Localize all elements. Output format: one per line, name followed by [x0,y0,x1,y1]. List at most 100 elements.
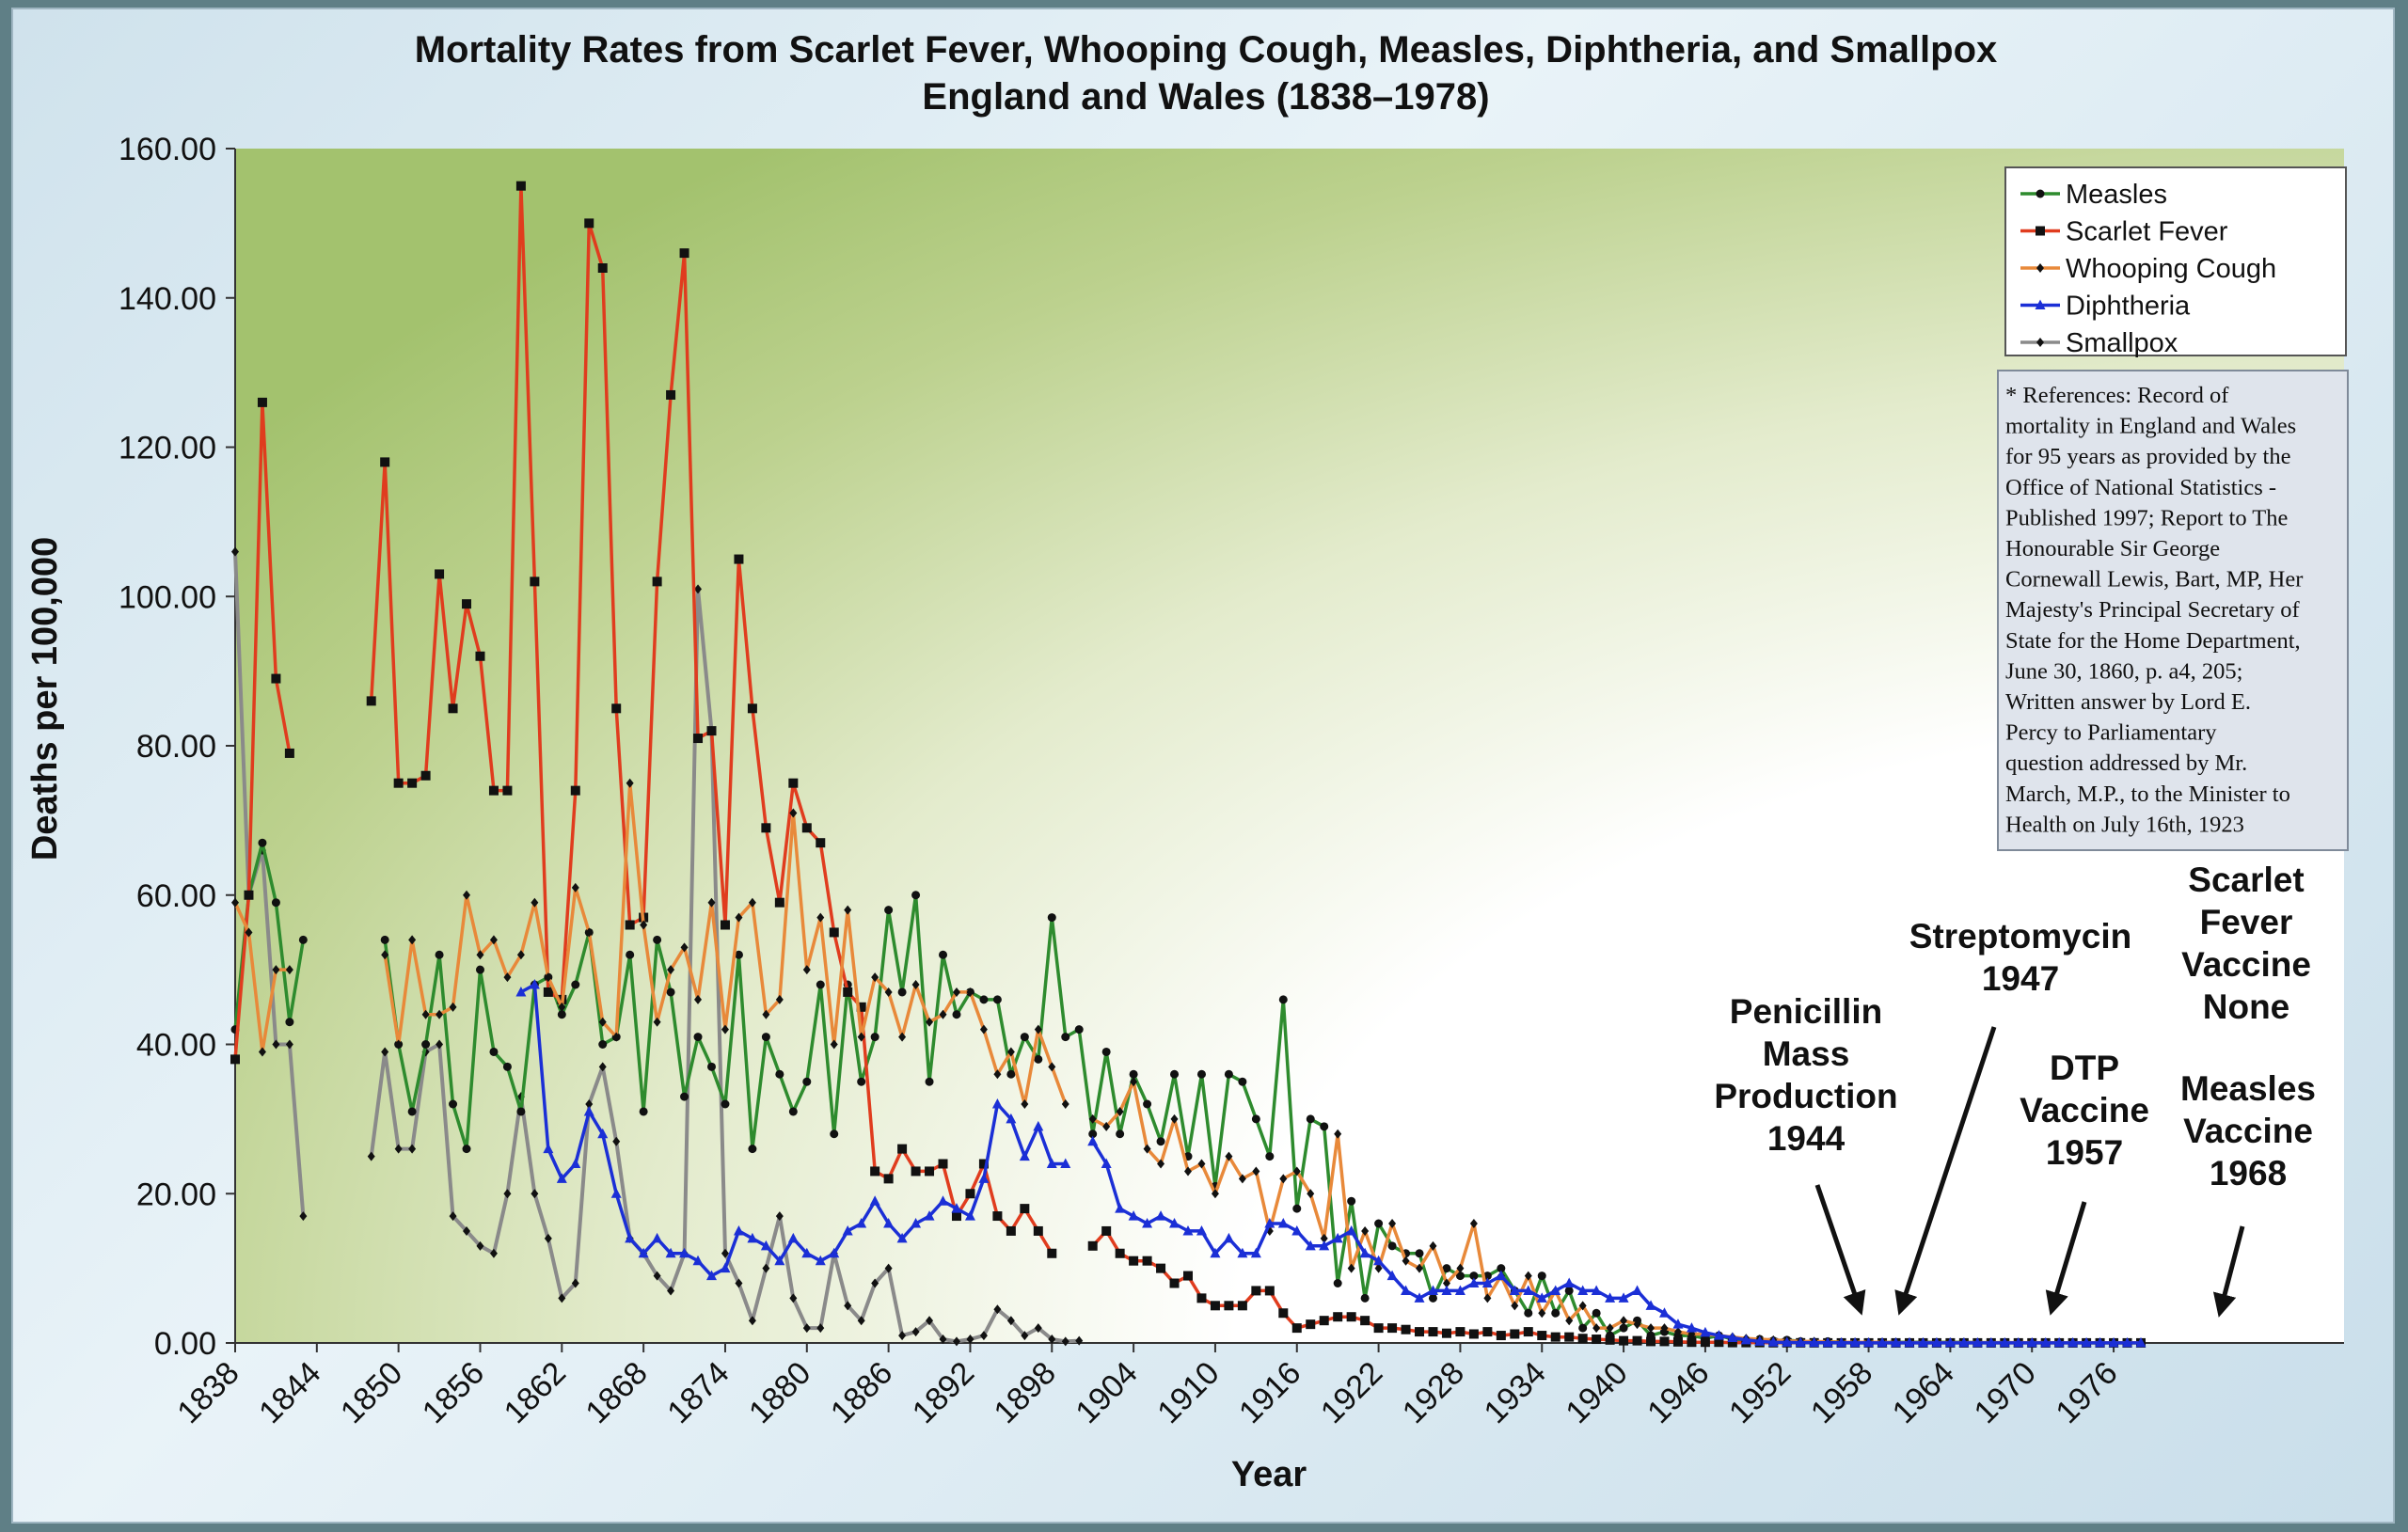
data-point-measles [734,950,743,959]
data-point-whooping-cough [1456,1263,1465,1273]
data-point-measles [1442,1264,1451,1273]
data-point-measles [653,935,662,944]
x-tick-label: 1928 [1396,1355,1471,1430]
data-point-measles [1374,1219,1384,1228]
data-point-smallpox [381,1047,389,1057]
data-point-smallpox [993,1304,1002,1315]
data-point-diphtheria [1822,1336,1833,1348]
data-point-measles [489,1047,499,1056]
data-point-measles [598,1040,608,1049]
data-point-scarlet-fever [652,576,662,587]
data-point-whooping-cough [1469,1219,1478,1228]
data-point-whooping-cough [598,1017,607,1027]
data-point-smallpox [463,1225,471,1236]
data-point-smallpox [789,1293,798,1303]
data-point-smallpox [979,1331,988,1341]
legend-label-whooping-cough: Whooping Cough [2066,254,2276,284]
y-axis-ticks: 0.00 20.00 40.00 60.00 80.00 100.00 120.00 140.… [119,132,235,1362]
data-point-scarlet-fever [801,823,812,833]
data-point-whooping-cough [1130,1077,1138,1087]
data-point-scarlet-fever [1510,1329,1520,1339]
data-point-smallpox [898,1331,907,1341]
data-point-diphtheria [1210,1247,1221,1258]
data-point-whooping-cough [694,994,703,1004]
data-point-diphtheria [1196,1224,1207,1236]
data-point-diphtheria [1550,1285,1561,1295]
data-point-whooping-cough [489,935,498,945]
data-point-scarlet-fever [584,218,594,229]
data-point-scarlet-fever [965,1189,975,1199]
annotation-dtp: DTP Vaccine 1957 [2020,1049,2149,1316]
series-smallpox [231,546,1084,1347]
data-point-whooping-cough [558,1002,566,1012]
data-point-diphtheria [2135,1336,2147,1348]
y-tick-label: 160.00 [119,132,216,167]
data-point-measles [475,965,484,974]
data-point-measles [1101,1047,1111,1056]
data-point-diphtheria [1346,1224,1357,1236]
data-point-diphtheria [2013,1336,2024,1348]
data-point-measles [1333,1279,1342,1287]
data-point-diphtheria [1795,1336,1806,1348]
data-point-diphtheria [815,1255,826,1266]
x-tick-label: 1946 [1640,1355,1716,1430]
data-point-measles [1170,1069,1180,1079]
data-point-diphtheria [1087,1135,1099,1146]
legend-box [2004,166,2347,356]
data-point-whooping-cough [1374,1263,1383,1273]
data-point-scarlet-fever [530,576,540,587]
data-point-measles [271,898,280,908]
data-point-whooping-cough [830,1039,838,1050]
legend-marker-whooping-cough [2036,263,2044,273]
data-point-measles [1034,1054,1043,1064]
annotation-text: Streptomycin [1909,917,2131,956]
data-point-diphtheria [1481,1277,1493,1287]
data-point-smallpox [503,1189,512,1199]
data-point-diphtheria [665,1247,676,1258]
data-point-whooping-cough [1292,1166,1301,1177]
data-point-measles [1292,1204,1302,1213]
data-point-scarlet-fever [625,920,635,930]
data-point-whooping-cough [449,1002,457,1012]
data-point-scarlet-fever [1646,1336,1656,1347]
annotation-text: Vaccine [2181,945,2311,984]
x-tick-label: 1952 [1722,1355,1798,1430]
data-point-scarlet-fever [1346,1312,1356,1322]
data-point-diphtheria [556,1173,567,1183]
y-tick-label: 20.00 [136,1177,216,1212]
data-point-measles [1251,1114,1260,1124]
data-point-whooping-cough [394,1039,403,1050]
data-point-scarlet-fever [1183,1271,1193,1281]
data-point-whooping-cough [571,882,579,892]
data-point-diphtheria [1863,1336,1875,1348]
data-point-whooping-cough [516,950,525,960]
data-point-whooping-cough [1184,1166,1192,1177]
data-point-whooping-cough [1006,1047,1015,1057]
data-point-whooping-cough [258,1047,266,1057]
data-point-diphtheria [1891,1336,1902,1348]
data-point-smallpox [476,1240,484,1251]
data-point-diphtheria [1659,1307,1670,1318]
data-point-measles [626,950,635,959]
data-point-diphtheria [964,1210,975,1221]
annotation-text: Penicillin [1730,992,1882,1031]
data-point-whooping-cough [544,972,552,983]
data-point-measles [435,950,444,959]
data-point-scarlet-fever [380,457,390,467]
data-point-whooping-cough [748,897,756,908]
data-point-scarlet-fever [366,696,376,706]
legend-marker-scarlet-fever [2036,226,2045,236]
data-point-diphtheria [1401,1285,1412,1295]
data-point-smallpox [762,1263,770,1273]
annotation-arrow [2045,1201,2087,1316]
data-point-scarlet-fever [284,748,294,758]
data-point-smallpox [272,1039,280,1050]
data-point-whooping-cough [1402,1256,1410,1266]
data-point-measles [666,987,675,997]
data-point-measles [816,980,825,989]
annotation-text: 1957 [2046,1133,2123,1172]
data-point-smallpox [735,1278,743,1288]
data-point-smallpox [926,1316,934,1326]
data-point-measles [1116,1129,1125,1139]
data-point-diphtheria [1319,1240,1330,1251]
